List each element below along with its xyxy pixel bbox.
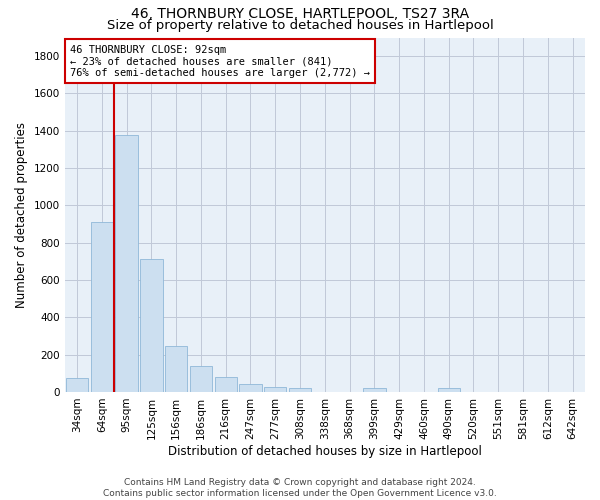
- Bar: [215, 377, 237, 392]
- Bar: [437, 388, 460, 392]
- Bar: [165, 346, 187, 392]
- Bar: [190, 366, 212, 392]
- Bar: [363, 388, 386, 392]
- Text: 46 THORNBURY CLOSE: 92sqm
← 23% of detached houses are smaller (841)
76% of semi: 46 THORNBURY CLOSE: 92sqm ← 23% of detac…: [70, 44, 370, 78]
- Bar: [289, 388, 311, 392]
- X-axis label: Distribution of detached houses by size in Hartlepool: Distribution of detached houses by size …: [168, 444, 482, 458]
- Y-axis label: Number of detached properties: Number of detached properties: [15, 122, 28, 308]
- Bar: [140, 258, 163, 392]
- Bar: [264, 388, 286, 392]
- Bar: [115, 134, 138, 392]
- Bar: [91, 222, 113, 392]
- Bar: [66, 378, 88, 392]
- Bar: [239, 384, 262, 392]
- Text: Size of property relative to detached houses in Hartlepool: Size of property relative to detached ho…: [107, 18, 493, 32]
- Text: Contains HM Land Registry data © Crown copyright and database right 2024.
Contai: Contains HM Land Registry data © Crown c…: [103, 478, 497, 498]
- Text: 46, THORNBURY CLOSE, HARTLEPOOL, TS27 3RA: 46, THORNBURY CLOSE, HARTLEPOOL, TS27 3R…: [131, 8, 469, 22]
